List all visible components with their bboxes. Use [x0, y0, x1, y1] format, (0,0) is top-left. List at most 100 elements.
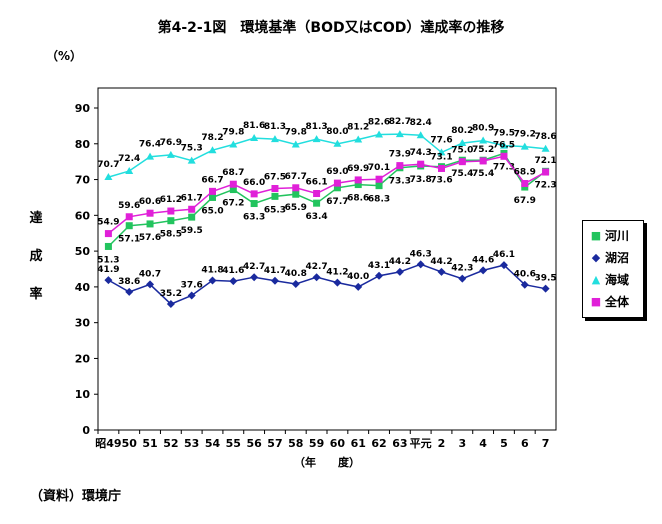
- x-tick-label: 62: [371, 437, 386, 450]
- data-label: 78.2: [201, 133, 223, 143]
- series-line-全体: [107, 155, 546, 235]
- data-point: [354, 135, 363, 143]
- data-point: [333, 139, 342, 147]
- data-point: [187, 291, 196, 300]
- data-label: 75.4: [451, 169, 473, 179]
- data-point: [354, 176, 362, 184]
- data-point: [521, 179, 529, 187]
- series-line-河川: [107, 152, 547, 248]
- x-tick-label: 7: [542, 437, 550, 450]
- data-label: 82.6: [368, 117, 390, 127]
- data-label: 39.5: [534, 274, 556, 284]
- y-tick-label: 80: [75, 138, 91, 151]
- x-tick-label: 6: [521, 437, 529, 450]
- data-point: [416, 260, 425, 269]
- data-label: 44.6: [472, 255, 494, 265]
- data-label: 41.2: [326, 268, 348, 278]
- data-label: 68.3: [368, 195, 390, 205]
- data-point: [375, 175, 383, 183]
- data-label: 57.6: [139, 233, 161, 243]
- data-point: [437, 267, 446, 276]
- data-point: [229, 140, 238, 148]
- data-label: 44.2: [389, 257, 411, 267]
- data-label: 40.0: [347, 272, 369, 282]
- data-point: [250, 190, 258, 198]
- y-axis-label-char: 達: [29, 211, 43, 226]
- data-label: 57.1: [118, 235, 140, 245]
- y-tick-label: 60: [75, 209, 91, 222]
- data-point: [499, 141, 508, 149]
- data-point: [458, 139, 467, 147]
- data-label: 79.8: [222, 127, 244, 137]
- data-point: [208, 146, 217, 154]
- y-tick-label: 40: [75, 281, 91, 294]
- x-tick-label: 3: [458, 437, 466, 450]
- data-point: [125, 222, 133, 230]
- x-tick-label: 平元: [410, 437, 432, 450]
- data-label: 44.2: [430, 257, 452, 267]
- data-label: 65.3: [264, 205, 286, 215]
- x-tick-label: 57: [267, 437, 282, 450]
- data-point: [229, 277, 238, 286]
- data-label: 73.1: [430, 152, 452, 162]
- x-tick-label: 4: [479, 437, 487, 450]
- data-label: 35.2: [160, 289, 182, 299]
- legend-marker-lake: ◆: [591, 251, 601, 264]
- data-point: [395, 130, 404, 138]
- data-point: [437, 148, 446, 156]
- data-point: [313, 199, 321, 207]
- data-point: [438, 164, 445, 172]
- data-label: 61.2: [160, 195, 182, 205]
- data-label: 46.3: [410, 249, 432, 259]
- data-label: 79.5: [493, 129, 515, 139]
- data-label: 65.9: [285, 203, 307, 213]
- data-label: 80.9: [472, 124, 494, 134]
- data-point: [104, 230, 112, 238]
- data-label: 67.7: [326, 197, 348, 207]
- data-point: [209, 193, 216, 201]
- legend-item-lake: ◆ 湖沼: [589, 249, 629, 266]
- data-label: 37.6: [181, 280, 203, 290]
- data-point: [209, 187, 216, 195]
- legend-marker-total: ■: [590, 295, 602, 308]
- data-label: 61.7: [181, 193, 203, 203]
- data-point: [146, 220, 154, 228]
- y-tick-label: 90: [75, 102, 91, 115]
- data-label: 67.9: [514, 196, 536, 206]
- data-point: [104, 242, 112, 250]
- data-point: [250, 273, 259, 282]
- series-line-湖沼: [108, 263, 546, 305]
- x-tick-label: 2: [438, 437, 446, 450]
- data-label: 68.9: [514, 167, 536, 177]
- data-point: [395, 267, 404, 276]
- data-label: 66.0: [243, 178, 265, 188]
- x-tick-label: 55: [226, 437, 241, 450]
- data-label: 82.4: [410, 118, 432, 128]
- data-point: [458, 158, 466, 166]
- data-label: 67.2: [222, 199, 244, 209]
- data-point: [354, 181, 362, 189]
- legend-label-total: 全体: [605, 295, 630, 309]
- legend-item-river: ■ 河川: [589, 227, 629, 244]
- data-label: 40.6: [514, 270, 536, 280]
- data-point: [188, 205, 196, 213]
- data-point: [500, 152, 508, 160]
- data-label: 41.8: [201, 265, 223, 275]
- data-label: 70.7: [97, 160, 119, 170]
- y-tick-label: 30: [75, 317, 91, 330]
- data-label: 77.3: [493, 162, 515, 172]
- data-label: 82.7: [389, 117, 411, 127]
- y-axis-unit: （%）: [46, 49, 83, 63]
- data-point: [146, 209, 154, 217]
- data-label: 65.0: [201, 206, 223, 216]
- data-label: 77.6: [430, 135, 452, 145]
- data-label: 67.5: [264, 173, 286, 183]
- data-point: [479, 266, 488, 275]
- data-label: 78.6: [534, 132, 556, 142]
- legend-label-sea: 海域: [605, 273, 630, 287]
- data-label: 59.6: [118, 201, 140, 211]
- data-point: [375, 271, 384, 280]
- y-tick-label: 10: [75, 388, 91, 401]
- data-label: 73.6: [430, 176, 452, 186]
